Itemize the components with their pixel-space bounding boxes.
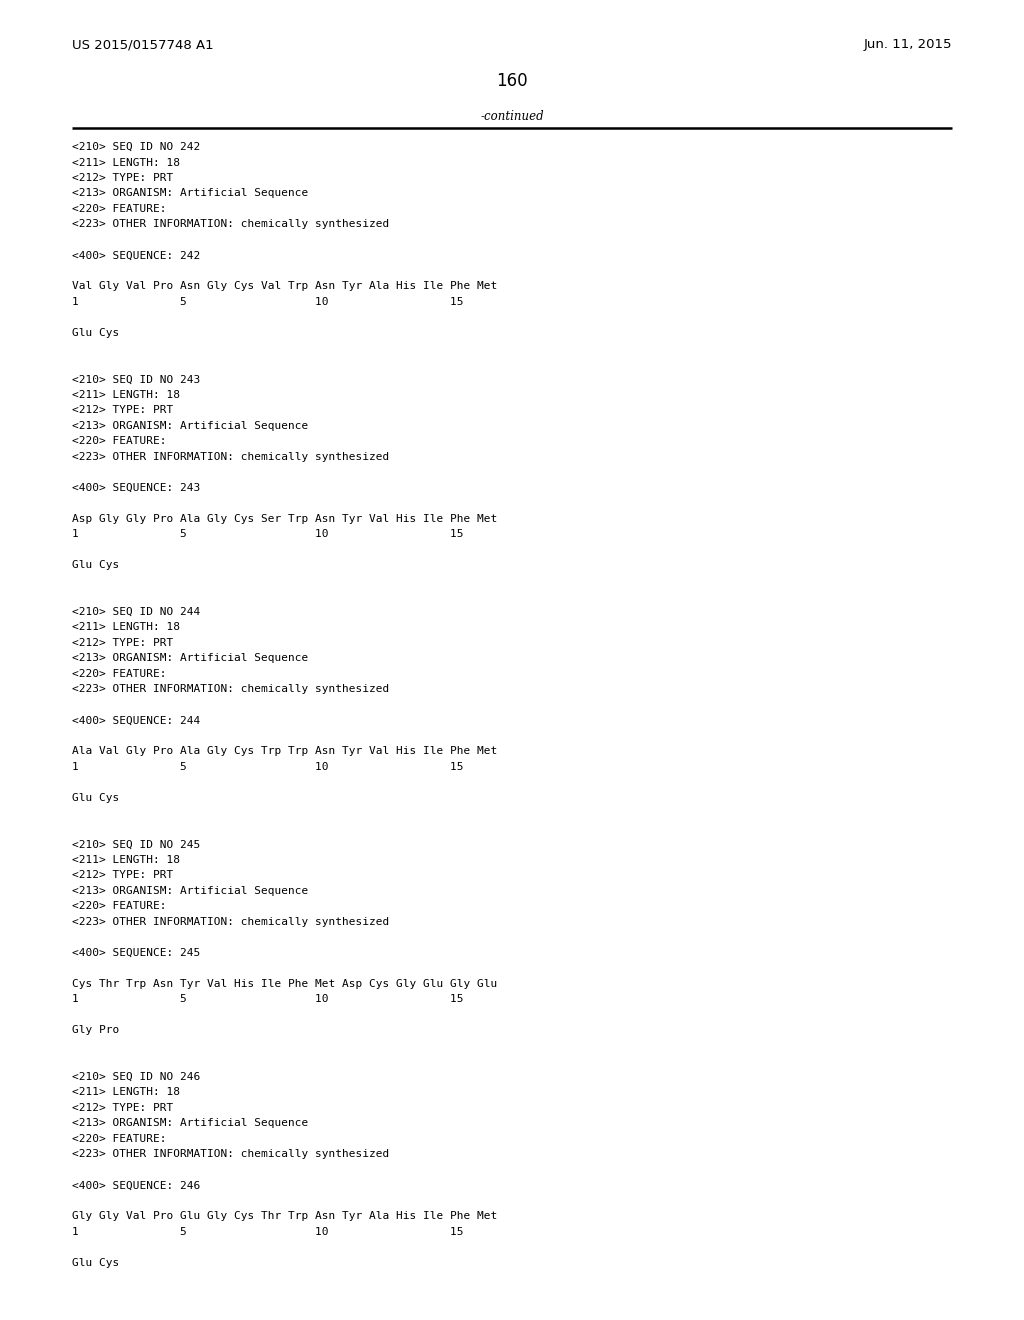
Text: <213> ORGANISM: Artificial Sequence: <213> ORGANISM: Artificial Sequence [72,421,308,432]
Text: <211> LENGTH: 18: <211> LENGTH: 18 [72,157,180,168]
Text: Glu Cys: Glu Cys [72,793,119,803]
Text: <213> ORGANISM: Artificial Sequence: <213> ORGANISM: Artificial Sequence [72,653,308,664]
Text: <213> ORGANISM: Artificial Sequence: <213> ORGANISM: Artificial Sequence [72,1118,308,1129]
Text: <220> FEATURE:: <220> FEATURE: [72,1134,167,1144]
Text: <220> FEATURE:: <220> FEATURE: [72,669,167,678]
Text: Glu Cys: Glu Cys [72,561,119,570]
Text: <223> OTHER INFORMATION: chemically synthesized: <223> OTHER INFORMATION: chemically synt… [72,219,389,230]
Text: 160: 160 [497,73,527,90]
Text: 1               5                   10                  15: 1 5 10 15 [72,297,464,308]
Text: <223> OTHER INFORMATION: chemically synthesized: <223> OTHER INFORMATION: chemically synt… [72,917,389,927]
Text: Gly Pro: Gly Pro [72,1026,119,1035]
Text: Jun. 11, 2015: Jun. 11, 2015 [863,38,952,51]
Text: Cys Thr Trp Asn Tyr Val His Ile Phe Met Asp Cys Gly Glu Gly Glu: Cys Thr Trp Asn Tyr Val His Ile Phe Met … [72,979,498,989]
Text: <212> TYPE: PRT: <212> TYPE: PRT [72,638,173,648]
Text: <210> SEQ ID NO 245: <210> SEQ ID NO 245 [72,840,201,850]
Text: 1               5                   10                  15: 1 5 10 15 [72,762,464,772]
Text: 1               5                   10                  15: 1 5 10 15 [72,994,464,1005]
Text: <211> LENGTH: 18: <211> LENGTH: 18 [72,1088,180,1097]
Text: <210> SEQ ID NO 246: <210> SEQ ID NO 246 [72,1072,201,1082]
Text: <212> TYPE: PRT: <212> TYPE: PRT [72,405,173,416]
Text: <223> OTHER INFORMATION: chemically synthesized: <223> OTHER INFORMATION: chemically synt… [72,451,389,462]
Text: <400> SEQUENCE: 245: <400> SEQUENCE: 245 [72,948,201,958]
Text: <212> TYPE: PRT: <212> TYPE: PRT [72,870,173,880]
Text: 1               5                   10                  15: 1 5 10 15 [72,1228,464,1237]
Text: <400> SEQUENCE: 243: <400> SEQUENCE: 243 [72,483,201,492]
Text: Asp Gly Gly Pro Ala Gly Cys Ser Trp Asn Tyr Val His Ile Phe Met: Asp Gly Gly Pro Ala Gly Cys Ser Trp Asn … [72,513,498,524]
Text: <210> SEQ ID NO 244: <210> SEQ ID NO 244 [72,607,201,616]
Text: <211> LENGTH: 18: <211> LENGTH: 18 [72,623,180,632]
Text: <210> SEQ ID NO 243: <210> SEQ ID NO 243 [72,375,201,384]
Text: <213> ORGANISM: Artificial Sequence: <213> ORGANISM: Artificial Sequence [72,189,308,198]
Text: Val Gly Val Pro Asn Gly Cys Val Trp Asn Tyr Ala His Ile Phe Met: Val Gly Val Pro Asn Gly Cys Val Trp Asn … [72,281,498,292]
Text: <212> TYPE: PRT: <212> TYPE: PRT [72,173,173,183]
Text: <220> FEATURE:: <220> FEATURE: [72,437,167,446]
Text: <400> SEQUENCE: 242: <400> SEQUENCE: 242 [72,251,201,260]
Text: <212> TYPE: PRT: <212> TYPE: PRT [72,1104,173,1113]
Text: <223> OTHER INFORMATION: chemically synthesized: <223> OTHER INFORMATION: chemically synt… [72,1150,389,1159]
Text: <223> OTHER INFORMATION: chemically synthesized: <223> OTHER INFORMATION: chemically synt… [72,685,389,694]
Text: <400> SEQUENCE: 246: <400> SEQUENCE: 246 [72,1180,201,1191]
Text: Gly Gly Val Pro Glu Gly Cys Thr Trp Asn Tyr Ala His Ile Phe Met: Gly Gly Val Pro Glu Gly Cys Thr Trp Asn … [72,1212,498,1221]
Text: 1               5                   10                  15: 1 5 10 15 [72,529,464,540]
Text: <220> FEATURE:: <220> FEATURE: [72,902,167,912]
Text: <220> FEATURE:: <220> FEATURE: [72,205,167,214]
Text: US 2015/0157748 A1: US 2015/0157748 A1 [72,38,214,51]
Text: <211> LENGTH: 18: <211> LENGTH: 18 [72,855,180,865]
Text: <400> SEQUENCE: 244: <400> SEQUENCE: 244 [72,715,201,726]
Text: Glu Cys: Glu Cys [72,1258,119,1269]
Text: <210> SEQ ID NO 242: <210> SEQ ID NO 242 [72,143,201,152]
Text: <213> ORGANISM: Artificial Sequence: <213> ORGANISM: Artificial Sequence [72,886,308,896]
Text: Glu Cys: Glu Cys [72,327,119,338]
Text: -continued: -continued [480,110,544,123]
Text: Ala Val Gly Pro Ala Gly Cys Trp Trp Asn Tyr Val His Ile Phe Met: Ala Val Gly Pro Ala Gly Cys Trp Trp Asn … [72,747,498,756]
Text: <211> LENGTH: 18: <211> LENGTH: 18 [72,389,180,400]
